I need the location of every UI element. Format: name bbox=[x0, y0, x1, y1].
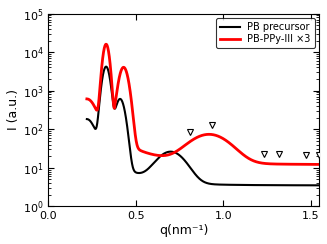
Line: PB precursor: PB precursor bbox=[87, 67, 319, 185]
PB precursor bbox=[174, 152, 178, 154]
PB-PPy-III ×3 bbox=[184, 143, 188, 146]
Y-axis label: I (a.u.): I (a.u.) bbox=[7, 90, 20, 131]
PB-PPy-III ×3 bbox=[174, 150, 178, 153]
PB-PPy-III ×3 bbox=[318, 163, 321, 166]
PB-PPy-III ×3 bbox=[125, 73, 129, 76]
PB precursor bbox=[288, 184, 292, 187]
PB precursor bbox=[313, 184, 317, 187]
Legend: PB precursor, PB-PPy-III ×3: PB precursor, PB-PPy-III ×3 bbox=[216, 18, 315, 48]
PB precursor bbox=[112, 103, 115, 106]
Line: PB-PPy-III ×3: PB-PPy-III ×3 bbox=[87, 44, 319, 164]
PB precursor bbox=[104, 65, 108, 68]
PB precursor bbox=[318, 184, 321, 187]
PB-PPy-III ×3 bbox=[313, 163, 317, 166]
PB-PPy-III ×3 bbox=[288, 163, 292, 166]
PB-PPy-III ×3 bbox=[104, 43, 108, 46]
PB-PPy-III ×3 bbox=[85, 97, 89, 100]
PB precursor bbox=[85, 118, 89, 121]
PB precursor bbox=[125, 125, 129, 128]
PB precursor bbox=[184, 161, 188, 164]
X-axis label: q(nm⁻¹): q(nm⁻¹) bbox=[159, 224, 209, 237]
PB-PPy-III ×3 bbox=[112, 102, 115, 105]
